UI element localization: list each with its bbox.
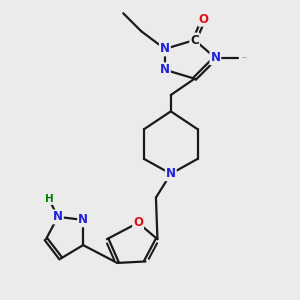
Text: N: N	[210, 51, 220, 64]
Text: N: N	[166, 167, 176, 180]
Text: O: O	[133, 216, 143, 229]
Text: methyl: methyl	[243, 57, 248, 58]
Text: N: N	[160, 63, 170, 76]
Text: N: N	[160, 42, 170, 56]
Text: N: N	[78, 213, 88, 226]
Text: N: N	[53, 210, 63, 224]
Text: O: O	[199, 13, 208, 26]
Text: H: H	[45, 194, 53, 204]
Text: C: C	[190, 34, 199, 46]
